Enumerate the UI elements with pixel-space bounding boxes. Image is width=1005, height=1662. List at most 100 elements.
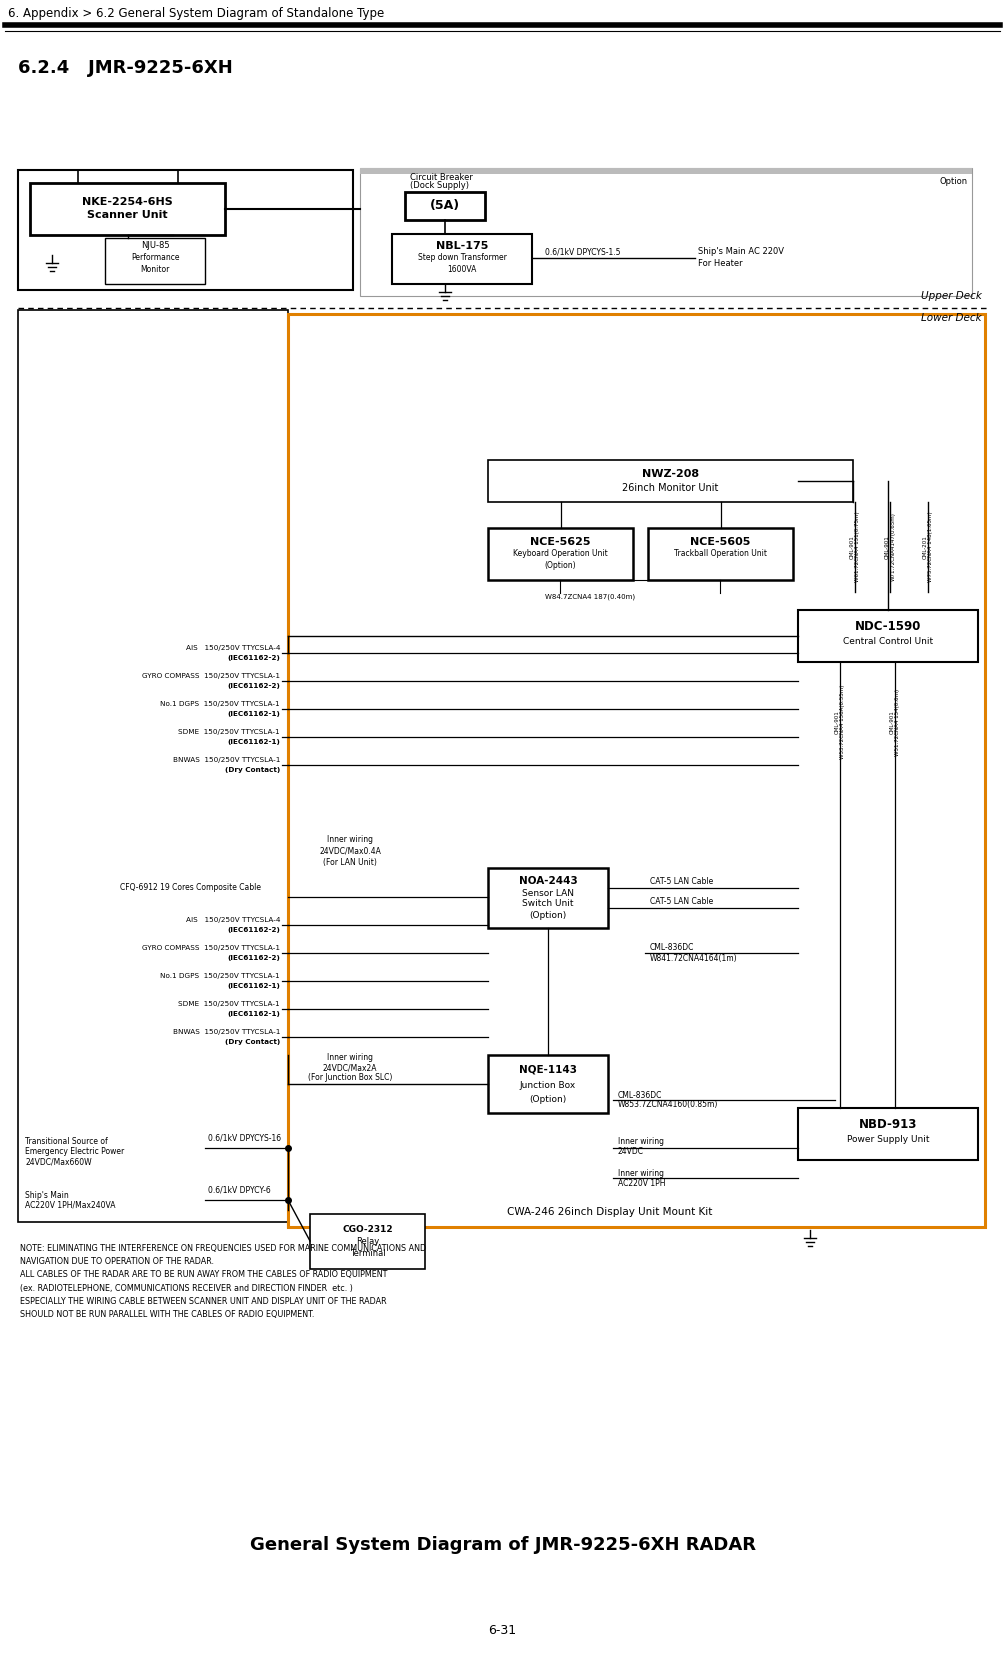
Text: No.1 DGPS  150/250V TTYCSLA-1: No.1 DGPS 150/250V TTYCSLA-1 (161, 701, 280, 706)
Text: No.1 DGPS  150/250V TTYCSLA-1: No.1 DGPS 150/250V TTYCSLA-1 (161, 972, 280, 979)
Text: NCE-5605: NCE-5605 (690, 537, 751, 547)
Text: (Option): (Option) (545, 560, 576, 570)
Text: (IEC61162-2): (IEC61162-2) (227, 956, 280, 961)
Bar (360, 168, 972, 175)
Text: Option: Option (940, 178, 968, 186)
Bar (648, 529, 793, 580)
Bar (288, 314, 985, 1227)
Text: (IEC61162-1): (IEC61162-1) (227, 982, 280, 989)
Bar (405, 193, 485, 219)
Text: (Option): (Option) (530, 1095, 567, 1104)
Text: (For LAN Unit): (For LAN Unit) (323, 858, 377, 866)
Text: Trackball Operation Unit: Trackball Operation Unit (674, 550, 767, 558)
Text: CAT-5 LAN Cable: CAT-5 LAN Cable (650, 897, 714, 906)
Text: 24VDC/Max2A: 24VDC/Max2A (323, 1064, 377, 1072)
Bar (798, 1109, 978, 1160)
Text: Inner wiring: Inner wiring (618, 1137, 664, 1147)
Text: BNWAS  150/250V TTYCSLA-1: BNWAS 150/250V TTYCSLA-1 (173, 756, 280, 763)
Text: 6-31: 6-31 (488, 1624, 517, 1637)
Text: 0.6/1kV DPYCYS-16: 0.6/1kV DPYCYS-16 (208, 1133, 281, 1142)
Text: NWZ-208: NWZ-208 (642, 469, 699, 479)
Bar (488, 529, 633, 580)
Text: Inner wiring: Inner wiring (327, 836, 373, 844)
Text: NBL-175: NBL-175 (436, 241, 488, 251)
Text: NOTE: ELIMINATING THE INTERFERENCE ON FREQUENCIES USED FOR MARINE COMMUNICATIONS: NOTE: ELIMINATING THE INTERFERENCE ON FR… (20, 1243, 426, 1320)
Text: Inner wiring: Inner wiring (327, 1054, 373, 1062)
Bar (18, 170, 353, 289)
Text: CML-901
W53.72CNA4 156A(0.55m): CML-901 W53.72CNA4 156A(0.55m) (834, 685, 845, 760)
Text: Ship's Main: Ship's Main (25, 1190, 68, 1200)
Text: CML-836DC: CML-836DC (618, 1090, 662, 1100)
Text: Relay: Relay (356, 1238, 379, 1246)
Text: SDME  150/250V TTYCSLA-1: SDME 150/250V TTYCSLA-1 (178, 1001, 280, 1007)
Bar (488, 868, 608, 927)
Text: Switch Unit: Switch Unit (523, 899, 574, 909)
Text: Scanner Unit: Scanner Unit (87, 209, 168, 219)
Text: General System Diagram of JMR-9225-6XH RADAR: General System Diagram of JMR-9225-6XH R… (249, 1536, 756, 1554)
Text: (IEC61162-1): (IEC61162-1) (227, 1010, 280, 1017)
Text: W841.72CNA4164(1m): W841.72CNA4164(1m) (650, 954, 738, 962)
Text: Emergency Electric Power: Emergency Electric Power (25, 1147, 125, 1157)
Text: (For Junction Box SLC): (For Junction Box SLC) (308, 1074, 392, 1082)
Text: (IEC61162-2): (IEC61162-2) (227, 683, 280, 690)
Text: Transitional Source of: Transitional Source of (25, 1137, 108, 1147)
Text: GYRO COMPASS  150/250V TTYCSLA-1: GYRO COMPASS 150/250V TTYCSLA-1 (142, 946, 280, 951)
Text: CML-901
W71.72CNA4147(0.65m): CML-901 W71.72CNA4147(0.65m) (884, 512, 895, 582)
Text: Inner wiring: Inner wiring (618, 1168, 664, 1177)
Text: (5A): (5A) (430, 199, 460, 213)
Text: 1600VA: 1600VA (447, 264, 476, 274)
Text: 0.6/1kV DPYCY-6: 0.6/1kV DPYCY-6 (208, 1185, 270, 1195)
Text: Upper Deck: Upper Deck (922, 291, 982, 301)
Text: Monitor: Monitor (141, 264, 170, 274)
Text: 24VDC: 24VDC (618, 1147, 644, 1157)
Text: CML-901
W61.72CNA4 151(0.75m): CML-901 W61.72CNA4 151(0.75m) (849, 512, 860, 582)
Text: (IEC61162-1): (IEC61162-1) (227, 711, 280, 716)
Text: (IEC61162-2): (IEC61162-2) (227, 655, 280, 661)
Text: CML-836DC: CML-836DC (650, 944, 694, 952)
Text: Step down Transformer: Step down Transformer (417, 254, 507, 263)
Text: AIS   150/250V TTYCSLA-4: AIS 150/250V TTYCSLA-4 (186, 917, 280, 922)
Text: SDME  150/250V TTYCSLA-1: SDME 150/250V TTYCSLA-1 (178, 730, 280, 735)
Text: (Dock Supply): (Dock Supply) (410, 181, 469, 191)
Text: 26inch Monitor Unit: 26inch Monitor Unit (622, 484, 719, 494)
Text: GYRO COMPASS  150/250V TTYCSLA-1: GYRO COMPASS 150/250V TTYCSLA-1 (142, 673, 280, 680)
Text: AIS   150/250V TTYCSLA-4: AIS 150/250V TTYCSLA-4 (186, 645, 280, 652)
Text: NBD-913: NBD-913 (859, 1119, 918, 1132)
Text: 24VDC/Max0.4A: 24VDC/Max0.4A (319, 846, 381, 856)
Text: NQE-1143: NQE-1143 (519, 1065, 577, 1075)
Bar (30, 183, 225, 234)
Text: Circuit Breaker: Circuit Breaker (410, 173, 473, 183)
Text: AC220V 1PH: AC220V 1PH (618, 1178, 665, 1188)
Text: 24VDC/Max660W: 24VDC/Max660W (25, 1157, 91, 1167)
Text: CML-901
W51.72CNA4 154(0.6m): CML-901 W51.72CNA4 154(0.6m) (889, 688, 900, 756)
Text: 6. Appendix > 6.2 General System Diagram of Standalone Type: 6. Appendix > 6.2 General System Diagram… (8, 8, 384, 20)
Text: (Dry Contact): (Dry Contact) (225, 1039, 280, 1045)
Text: Ship's Main AC 220V: Ship's Main AC 220V (698, 248, 784, 256)
Text: Central Control Unit: Central Control Unit (843, 638, 933, 647)
Text: (Dry Contact): (Dry Contact) (225, 766, 280, 773)
Text: 6.2.4   JMR-9225-6XH: 6.2.4 JMR-9225-6XH (18, 58, 233, 76)
Text: Lower Deck: Lower Deck (922, 312, 982, 322)
Text: Junction Box: Junction Box (520, 1080, 576, 1090)
Bar (392, 234, 532, 284)
Text: W84.7ZCNA4 187(0.40m): W84.7ZCNA4 187(0.40m) (545, 593, 635, 600)
Text: CML-201
W75.72CNA4 148(1.65m): CML-201 W75.72CNA4 148(1.65m) (923, 512, 934, 582)
Text: AC220V 1PH/Max240VA: AC220V 1PH/Max240VA (25, 1200, 116, 1210)
Text: NKE-2254-6HS: NKE-2254-6HS (82, 198, 173, 208)
Text: NCE-5625: NCE-5625 (531, 537, 591, 547)
Text: Performance: Performance (131, 254, 179, 263)
Bar (488, 460, 853, 502)
Text: CWA-246 26inch Display Unit Mount Kit: CWA-246 26inch Display Unit Mount Kit (508, 1207, 713, 1217)
Text: (Option): (Option) (530, 911, 567, 919)
Bar (798, 610, 978, 661)
Text: 0.6/1kV DPYCYS-1.5: 0.6/1kV DPYCYS-1.5 (545, 248, 620, 256)
Text: For Heater: For Heater (698, 259, 743, 268)
Bar (310, 1213, 425, 1270)
Text: Terminal: Terminal (350, 1250, 385, 1258)
Text: NDC-1590: NDC-1590 (855, 620, 922, 633)
Bar (105, 238, 205, 284)
Text: CAT-5 LAN Cable: CAT-5 LAN Cable (650, 878, 714, 886)
Text: CFQ-6912 19 Cores Composite Cable: CFQ-6912 19 Cores Composite Cable (120, 883, 261, 891)
Text: CGO-2312: CGO-2312 (342, 1225, 393, 1233)
Text: W853.7ZCNA4160(0.85m): W853.7ZCNA4160(0.85m) (618, 1100, 719, 1110)
